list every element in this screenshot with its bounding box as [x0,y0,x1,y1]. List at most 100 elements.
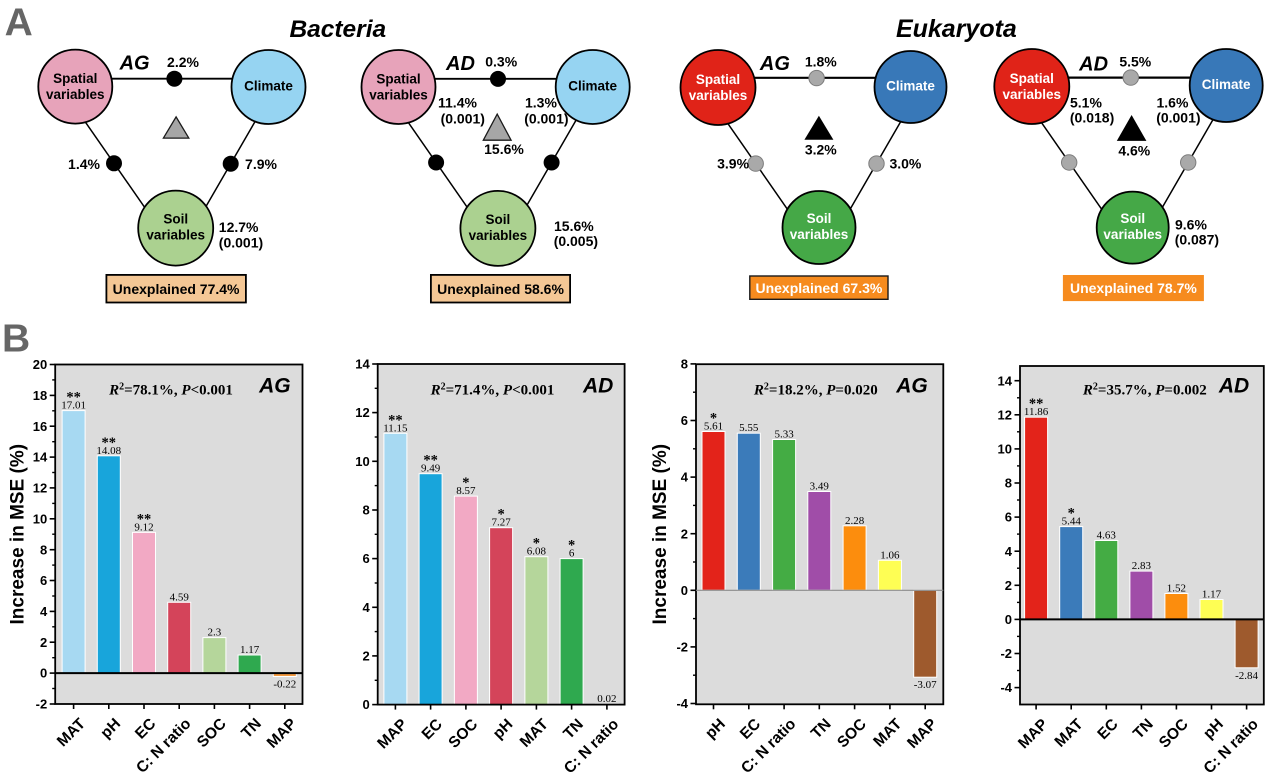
svg-text:A: A [5,2,33,45]
svg-text:variables: variables [469,228,528,243]
svg-text:14.08: 14.08 [96,445,121,457]
svg-text:**: ** [388,412,403,428]
svg-text:-4: -4 [676,696,688,711]
svg-text:2.83: 2.83 [1132,560,1152,572]
svg-text:1.6%: 1.6% [1157,95,1189,111]
svg-text:18: 18 [33,388,47,403]
svg-text:15.6%: 15.6% [554,218,594,234]
svg-text:1.17: 1.17 [1202,589,1222,601]
svg-text:8: 8 [362,503,369,518]
svg-text:5.1%: 5.1% [1070,95,1102,111]
svg-text:1.4%: 1.4% [68,156,100,172]
svg-text:7.27: 7.27 [491,517,511,529]
svg-text:variables: variables [1003,87,1062,102]
svg-text:**: ** [1029,396,1044,412]
svg-text:4.6%: 4.6% [1118,143,1150,159]
svg-text:0: 0 [681,583,688,598]
svg-text:6: 6 [1005,510,1012,525]
svg-text:(0.087): (0.087) [1175,231,1219,247]
svg-text:10: 10 [33,511,47,526]
svg-text:12.7%: 12.7% [219,219,259,235]
svg-text:*: * [462,475,469,491]
svg-text:variables: variables [146,228,205,243]
svg-text:3.0%: 3.0% [889,156,921,172]
svg-text:AD: AD [1078,54,1108,76]
svg-text:0.3%: 0.3% [485,53,517,69]
svg-text:**: ** [423,453,438,469]
svg-text:8: 8 [681,357,688,372]
svg-text:12: 12 [355,405,369,420]
svg-text:5.61: 5.61 [704,421,723,433]
svg-text:15.6%: 15.6% [484,141,524,157]
svg-text:6: 6 [40,573,47,588]
svg-text:2: 2 [40,635,47,650]
svg-text:0: 0 [40,666,47,681]
svg-text:(0.001): (0.001) [524,110,568,126]
svg-text:-2: -2 [36,697,48,712]
svg-text:5.44: 5.44 [1062,516,1082,528]
svg-text:variables: variables [369,87,428,102]
svg-text:AG: AG [759,53,790,75]
svg-text:4.63: 4.63 [1097,530,1117,542]
svg-text:R2=35.7%, P=0.002: R2=35.7%, P=0.002 [1082,382,1207,399]
svg-text:14: 14 [355,357,370,372]
svg-text:Soil: Soil [1120,211,1145,226]
svg-text:1.3%: 1.3% [525,95,557,111]
svg-text:5.5%: 5.5% [1119,54,1151,70]
svg-text:Unexplained 67.3%: Unexplained 67.3% [755,280,882,296]
svg-text:B: B [2,318,30,361]
svg-text:-0.22: -0.22 [273,679,296,691]
svg-text:Eukaryota: Eukaryota [896,15,1017,43]
svg-text:12: 12 [998,407,1012,422]
svg-text:1.17: 1.17 [240,644,260,656]
svg-text:Climate: Climate [886,79,935,94]
svg-text:AD: AD [582,374,613,397]
svg-text:Increase in MSE (%): Increase in MSE (%) [650,444,671,625]
svg-text:Soil: Soil [163,212,188,227]
svg-text:Unexplained 77.4%: Unexplained 77.4% [113,281,240,297]
svg-text:AG: AG [895,374,928,397]
svg-text:variables: variables [46,87,105,102]
svg-text:4: 4 [362,600,370,615]
svg-text:8: 8 [40,542,47,557]
svg-text:9.12: 9.12 [134,521,153,533]
svg-text:8.57: 8.57 [456,485,476,497]
svg-text:Soil: Soil [807,211,832,226]
svg-text:2.2%: 2.2% [167,54,199,70]
svg-text:11.4%: 11.4% [438,95,477,111]
svg-text:variables: variables [689,88,748,103]
svg-text:*: * [533,536,540,552]
svg-text:variables: variables [790,227,849,242]
svg-text:(0.001): (0.001) [441,110,485,126]
svg-text:1.06: 1.06 [880,549,900,561]
svg-text:(0.005): (0.005) [554,233,598,249]
svg-text:Climate: Climate [1202,77,1251,92]
svg-text:AG: AG [258,374,291,397]
svg-text:4: 4 [681,470,689,485]
svg-text:-2.84: -2.84 [1235,670,1258,682]
svg-text:-2: -2 [676,640,688,655]
svg-text:10: 10 [998,442,1012,457]
svg-text:Climate: Climate [244,79,293,94]
svg-text:14: 14 [33,450,48,465]
svg-text:R2=78.1%, P<0.001: R2=78.1%, P<0.001 [108,382,233,399]
svg-text:11.86: 11.86 [1024,406,1049,418]
svg-text:11.15: 11.15 [383,422,408,434]
svg-text:3.49: 3.49 [810,481,830,493]
svg-text:Spatial: Spatial [53,71,97,86]
svg-text:(0.018): (0.018) [1070,109,1114,125]
svg-text:3.9%: 3.9% [717,156,749,172]
svg-text:**: ** [137,511,152,527]
svg-text:10: 10 [355,454,369,469]
svg-text:*: * [497,507,504,523]
svg-text:3.2%: 3.2% [805,142,837,158]
svg-text:6: 6 [362,551,369,566]
svg-text:5.33: 5.33 [774,429,794,441]
svg-text:AD: AD [1218,374,1249,397]
svg-text:0: 0 [1005,612,1012,627]
svg-text:5.55: 5.55 [739,422,759,434]
svg-text:2: 2 [681,526,688,541]
svg-text:Spatial: Spatial [1010,71,1054,86]
svg-text:AG: AG [119,53,150,75]
svg-text:R2=71.4%, P<0.001: R2=71.4%, P<0.001 [430,382,555,399]
